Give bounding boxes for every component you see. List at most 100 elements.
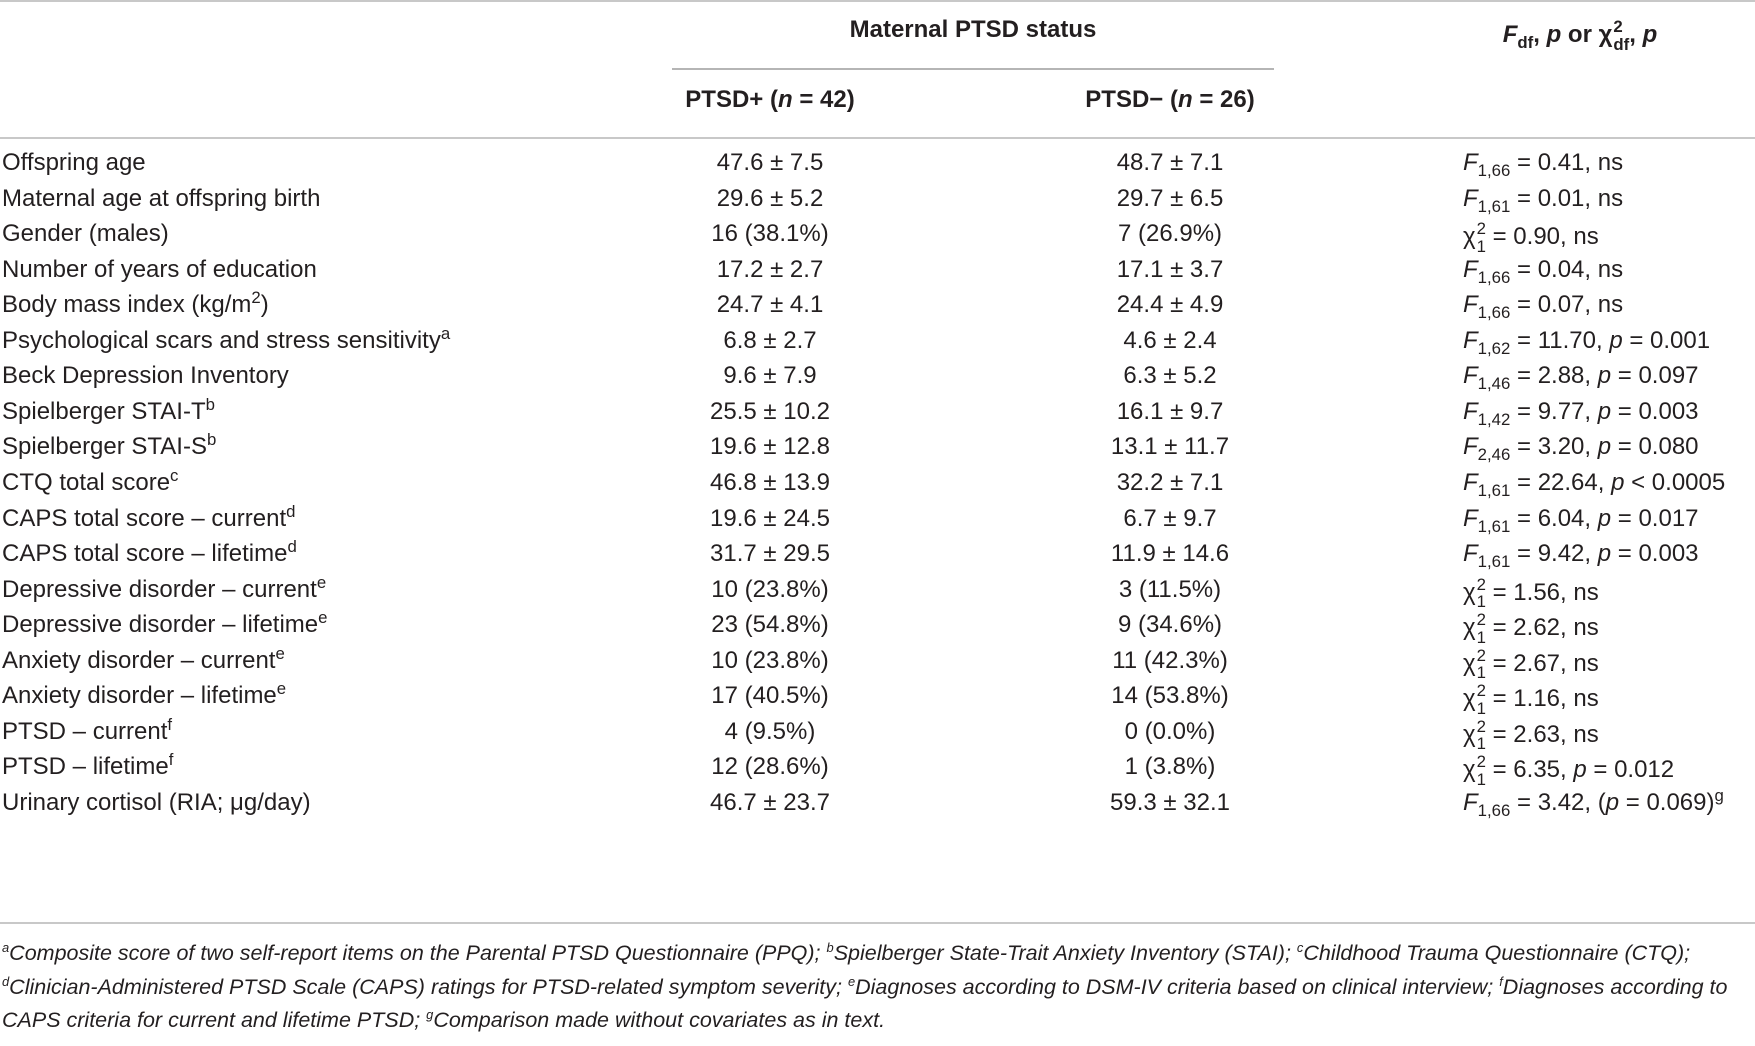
footnote-mark: d [2, 973, 10, 989]
cell-statistic: F1,46 = 2.88, p = 0.097 [1463, 362, 1699, 394]
footnote-mark: a [2, 939, 10, 955]
cell-ptsd-plus: 23 (54.8%) [711, 611, 829, 639]
cell-ptsd-minus: 17.1 ± 3.7 [1116, 255, 1224, 283]
cell-statistic: F1,61 = 9.42, p = 0.003 [1463, 540, 1699, 571]
footnote-mark: f [1499, 973, 1503, 989]
cell-ptsd-plus: 10 (23.8%) [711, 575, 829, 603]
cell-ptsd-minus: 4.6 ± 2.4 [1123, 326, 1217, 354]
cell-statistic: F1,66 = 3.42, (p = 0.069)g [1463, 785, 1724, 820]
cell-statistic: F1,42 = 9.77, p = 0.003 [1463, 397, 1699, 429]
footnote-text: Diagnoses according to DSM-IV criteria b… [855, 974, 1500, 999]
cell-ptsd-minus: 7 (26.9%) [1117, 220, 1223, 248]
table-row: Depressive disorder – currente 10 (23.8%)… [0, 570, 1755, 612]
cell-ptsd-minus: 11 (42.3%) [1112, 646, 1228, 674]
cell-ptsd-plus: 46.8 ± 13.9 [710, 468, 830, 496]
header-rule [0, 137, 1755, 139]
cell-statistic: F1,66 = 0.04, ns [1463, 255, 1624, 287]
row-label: Gender (males) [2, 220, 169, 248]
table-row: Urinary cortisol (RIA; μg/day) 46.7 ± 23.… [0, 783, 1755, 823]
cell-ptsd-plus: 29.6 ± 5.2 [716, 184, 824, 212]
cell-ptsd-plus: 9.6 ± 7.9 [723, 362, 817, 390]
footnote-mark: b [826, 939, 834, 955]
footnote-mark: c [1296, 939, 1304, 955]
footnote-text: Childhood Trauma Questionnaire (CTQ); [1303, 941, 1691, 965]
table-row: Body mass index (kg/m2) 24.7 ± 4.1 24.4 ± … [0, 285, 1755, 325]
footnote-text: Composite score of two self-report items… [9, 941, 827, 965]
cell-ptsd-plus: 25.5 ± 10.2 [710, 397, 830, 425]
column-header-ptsd-plus: PTSD+ (n = 42) [685, 86, 855, 113]
cell-ptsd-minus: 0 (0.0%) [1124, 717, 1216, 745]
cell-statistic: F1,61 = 0.01, ns [1463, 184, 1624, 216]
footnote-mark: e [847, 973, 856, 989]
cell-ptsd-plus: 17.2 ± 2.7 [716, 255, 824, 283]
table-row: Anxiety disorder – currente 10 (23.8%) 11 … [0, 641, 1755, 683]
cell-ptsd-minus: 1 (3.8%) [1124, 753, 1216, 781]
cell-ptsd-minus: 16.1 ± 9.7 [1116, 397, 1224, 425]
row-label: PTSD – currentf [2, 714, 173, 745]
cell-ptsd-plus: 17 (40.5%) [711, 682, 829, 710]
row-label: Depressive disorder – currente [2, 572, 327, 603]
cell-ptsd-minus: 32.2 ± 7.1 [1116, 468, 1224, 496]
footnote-text: Comparison made without covariates as in… [433, 1008, 886, 1032]
row-label: Anxiety disorder – lifetimee [2, 679, 287, 710]
cell-ptsd-plus: 6.8 ± 2.7 [723, 326, 817, 354]
table-row: Maternal age at offspring birth 29.6 ± 5.… [0, 179, 1755, 219]
row-label: Spielberger STAI-Tb [2, 394, 215, 425]
row-label: Spielberger STAI-Sb [2, 430, 217, 461]
footnote-text: Spielberger State-Trait Anxiety Inventor… [833, 941, 1297, 965]
row-label: CAPS total score – lifetimed [2, 537, 297, 568]
cell-ptsd-plus: 31.7 ± 29.5 [710, 540, 830, 568]
table-row: Offspring age 47.6 ± 7.5 48.7 ± 7.1 F1,66 =… [0, 143, 1755, 183]
cell-ptsd-plus: 4 (9.5%) [724, 717, 816, 745]
footnote-text: Diagnoses according to CAPS criteria for… [2, 974, 1728, 1033]
cell-ptsd-minus: 24.4 ± 4.9 [1116, 291, 1224, 319]
cell-ptsd-minus: 13.1 ± 11.7 [1110, 433, 1230, 461]
row-label: Urinary cortisol (RIA; μg/day) [2, 788, 311, 816]
group-header-rule [672, 68, 1274, 70]
cell-ptsd-plus: 47.6 ± 7.5 [716, 149, 824, 176]
cell-ptsd-minus: 6.3 ± 5.2 [1123, 362, 1217, 390]
row-label: Anxiety disorder – currente [2, 643, 285, 674]
row-label: Body mass index (kg/m2) [2, 288, 269, 319]
row-label: Psychological scars and stress sensitivi… [2, 323, 451, 354]
group-header: Maternal PTSD status [849, 16, 1097, 43]
row-label: Beck Depression Inventory [2, 362, 289, 390]
cell-statistic: F1,62 = 11.70, p = 0.001 [1463, 326, 1711, 358]
table-row: Spielberger STAI-Tb 25.5 ± 10.2 16.1 ± 9.7… [0, 392, 1755, 432]
footnote-mark: g [426, 1006, 434, 1022]
cell-ptsd-minus: 3 (11.5%) [1118, 575, 1222, 603]
table-row: Anxiety disorder – lifetimee 17 (40.5%) 14… [0, 676, 1755, 718]
table-row: PTSD – lifetimef 12 (28.6%) 1 (3.8%) χ 2 1 = … [0, 747, 1755, 788]
table-row: Gender (males) 16 (38.1%) 7 (26.9%) χ 2 1 = 0… [0, 214, 1755, 256]
table-row: PTSD – currentf 4 (9.5%) 0 (0.0%) χ 2 1 = 2.6… [0, 712, 1755, 754]
row-label: Depressive disorder – lifetimee [2, 608, 328, 639]
row-label: PTSD – lifetimef [2, 750, 174, 781]
column-header-ptsd-minus: PTSD− (n = 26) [1085, 86, 1255, 113]
cell-ptsd-plus: 24.7 ± 4.1 [716, 291, 824, 319]
cell-statistic: F1,61 = 22.64, p < 0.0005 [1463, 468, 1726, 500]
table-row: CAPS total score – lifetimed 31.7 ± 29.5 1… [0, 534, 1755, 574]
row-label: Offspring age [2, 149, 146, 176]
table-row: Beck Depression Inventory 9.6 ± 7.9 6.3 ± … [0, 356, 1755, 396]
footer-rule [0, 922, 1755, 924]
cell-ptsd-plus: 19.6 ± 24.5 [710, 504, 830, 532]
cell-statistic: F2,46 = 3.20, p = 0.080 [1463, 433, 1699, 465]
table-row: Psychological scars and stress sensitivi… [0, 321, 1755, 361]
row-label: CTQ total scorec [2, 465, 179, 496]
cell-ptsd-plus: 19.6 ± 12.8 [710, 433, 830, 461]
cell-ptsd-plus: 46.7 ± 23.7 [710, 788, 830, 816]
row-label: Number of years of education [2, 255, 317, 283]
row-label: Maternal age at offspring birth [2, 184, 321, 212]
cell-statistic: F1,66 = 0.41, ns [1463, 149, 1624, 180]
cell-ptsd-minus: 11.9 ± 14.6 [1110, 540, 1230, 568]
cell-ptsd-plus: 10 (23.8%) [711, 646, 829, 674]
top-rule [0, 0, 1755, 2]
table-row: Number of years of education 17.2 ± 2.7 17… [0, 250, 1755, 290]
cell-ptsd-minus: 9 (34.6%) [1117, 611, 1223, 639]
